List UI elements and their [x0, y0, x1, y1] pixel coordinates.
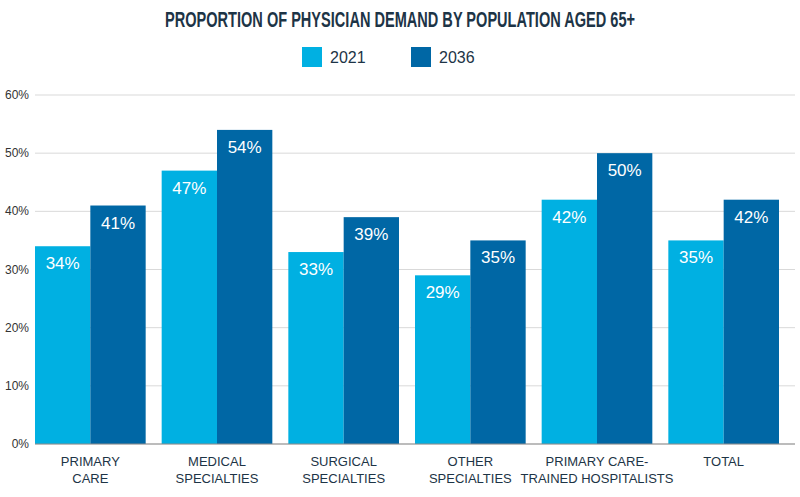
bar [470, 240, 525, 444]
legend-entry: 2036 [411, 47, 475, 67]
data-label: 42% [552, 208, 586, 227]
y-tick-label: 20% [5, 321, 29, 335]
grid-line [35, 211, 795, 212]
data-labels: 34% 47% 33% 29% 42% 35% 41% 54% 39% 35% 50% 42% [46, 138, 769, 302]
x-tick-label: MEDICALSPECIALTIES [176, 454, 259, 486]
data-label: 50% [608, 161, 642, 180]
legend-label: 2036 [439, 49, 475, 66]
data-label: 42% [734, 208, 768, 227]
chart: PROPORTION OF PHYSICIAN DEMAND BY POPULA… [0, 0, 800, 497]
data-label: 33% [299, 260, 333, 279]
bar [668, 240, 723, 444]
x-tick-label: OTHERSPECIALTIES [429, 454, 512, 486]
y-tick-label: 0% [12, 437, 30, 451]
data-label: 39% [354, 225, 388, 244]
bars [35, 130, 779, 444]
data-label: 29% [426, 283, 460, 302]
bar [35, 246, 90, 444]
bar [162, 171, 217, 444]
legend-label: 2021 [330, 49, 366, 66]
x-axis-line [35, 444, 795, 445]
y-tick-label: 30% [5, 263, 29, 277]
y-tick-label: 10% [5, 379, 29, 393]
legend-swatch [411, 47, 431, 67]
y-tick-label: 40% [5, 204, 29, 218]
data-label: 54% [228, 138, 262, 157]
bar [90, 206, 145, 444]
bar [597, 153, 652, 444]
x-tick-label: PRIMARYCARE [61, 454, 120, 486]
data-label: 35% [679, 248, 713, 267]
bar [415, 275, 470, 444]
legend-swatch [302, 47, 322, 67]
legend-entry: 2021 [302, 47, 366, 67]
y-tick-label: 50% [5, 146, 29, 160]
title: PROPORTION OF PHYSICIAN DEMAND BY POPULA… [165, 7, 635, 32]
bar [344, 217, 399, 444]
data-label: 47% [172, 179, 206, 198]
bar [724, 200, 779, 444]
grid-line [35, 95, 795, 96]
bar [288, 252, 343, 444]
bar [542, 200, 597, 444]
x-tick-label: PRIMARY CARE-TRAINED HOSPITALISTS [521, 454, 674, 486]
data-label: 35% [481, 248, 515, 267]
x-tick-label: SURGICALSPECIALTIES [302, 454, 385, 486]
x-tick-label: TOTAL [703, 454, 744, 469]
bar [217, 130, 272, 444]
data-label: 34% [46, 254, 80, 273]
data-label: 41% [101, 214, 135, 233]
grid-line [35, 444, 795, 445]
y-tick-label: 60% [5, 88, 29, 102]
grid-line [35, 153, 795, 154]
